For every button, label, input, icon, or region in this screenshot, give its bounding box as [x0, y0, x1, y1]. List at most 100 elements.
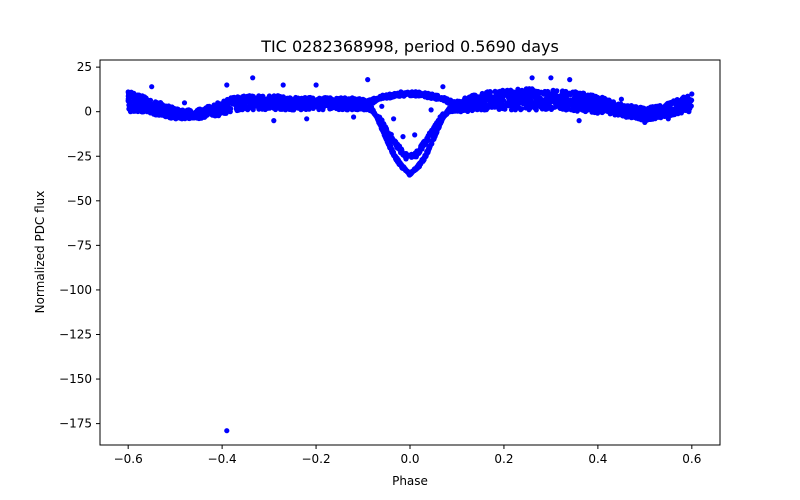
x-tick-label: −0.4	[208, 452, 237, 466]
data-point	[221, 98, 227, 104]
data-point	[387, 143, 393, 149]
data-point	[271, 93, 277, 99]
data-point	[429, 91, 436, 97]
data-point	[369, 108, 375, 114]
data-point	[576, 97, 582, 104]
data-point	[515, 105, 521, 111]
data-point	[479, 90, 485, 97]
y-tick-label: −125	[59, 327, 92, 341]
data-point	[352, 101, 359, 107]
data-point	[526, 86, 532, 92]
data-point	[533, 96, 539, 102]
data-point	[243, 99, 249, 105]
data-point	[167, 115, 173, 121]
y-tick-label: −75	[67, 238, 92, 252]
data-point	[384, 93, 390, 99]
data-point	[422, 90, 428, 96]
y-axis-ticks: 25 0 −25 −50 −75 −100 −125 −150 −175	[59, 60, 100, 431]
data-point	[425, 149, 431, 155]
outlier-point	[280, 82, 286, 88]
data-point	[275, 93, 281, 99]
outlier-point	[181, 100, 188, 106]
data-point	[251, 95, 257, 101]
outlier-point	[379, 103, 385, 109]
data-point	[474, 97, 480, 103]
data-point	[362, 100, 369, 107]
data-point	[637, 111, 644, 117]
data-point	[572, 96, 578, 102]
data-point	[235, 100, 241, 106]
data-point	[419, 157, 425, 163]
x-axis-label: Phase	[392, 474, 428, 488]
data-point	[577, 91, 583, 97]
data-point	[545, 93, 551, 99]
data-point	[610, 99, 617, 105]
outlier-point	[271, 118, 277, 124]
outlier-point	[642, 119, 648, 125]
chart-title: TIC 0282368998, period 0.5690 days	[260, 37, 559, 56]
data-point	[423, 153, 429, 159]
data-point	[178, 111, 184, 117]
data-point	[395, 142, 401, 149]
y-tick-label: −50	[67, 194, 92, 208]
data-point	[412, 92, 418, 98]
data-point	[457, 104, 463, 110]
y-tick-label: −25	[67, 149, 92, 163]
data-point	[145, 108, 151, 114]
data-point	[211, 109, 217, 115]
data-point	[140, 108, 146, 114]
data-point	[517, 91, 524, 97]
data-point	[682, 107, 689, 113]
outlier-point	[304, 116, 310, 122]
data-point	[228, 95, 234, 101]
data-point	[135, 92, 141, 98]
data-point	[131, 98, 137, 104]
data-point	[497, 99, 503, 105]
data-point	[260, 95, 266, 101]
data-point	[317, 99, 323, 105]
data-point	[674, 100, 680, 106]
data-point	[158, 100, 164, 106]
data-point	[215, 101, 222, 107]
data-point	[542, 105, 548, 111]
data-point	[337, 105, 343, 111]
data-point	[521, 99, 528, 106]
data-point	[347, 96, 353, 102]
data-point	[168, 109, 174, 115]
data-point	[483, 103, 489, 109]
data-point	[299, 105, 305, 111]
data-point	[417, 93, 423, 99]
x-tick-label: 0.0	[400, 452, 419, 466]
data-point	[667, 108, 673, 114]
data-point	[559, 103, 566, 109]
data-point	[229, 100, 235, 106]
data-point	[220, 107, 227, 113]
data-point	[682, 102, 688, 108]
data-point	[510, 102, 517, 108]
data-point	[568, 107, 575, 113]
data-point	[496, 94, 502, 100]
outlier-point	[149, 84, 155, 90]
outlier-point	[250, 75, 256, 81]
data-point	[301, 101, 307, 107]
data-point	[390, 149, 396, 156]
data-point	[358, 101, 364, 107]
y-axis-label: Normalized PDC flux	[33, 191, 47, 314]
outlier-point	[351, 114, 357, 120]
data-point	[395, 158, 401, 164]
data-point	[636, 106, 642, 113]
data-point	[487, 93, 493, 99]
data-point	[444, 96, 450, 102]
data-point	[678, 107, 684, 113]
data-point	[198, 110, 205, 116]
data-point	[326, 98, 332, 104]
data-point	[509, 90, 515, 97]
data-point	[156, 108, 162, 114]
data-point	[656, 112, 662, 118]
data-point	[664, 101, 670, 107]
data-point	[341, 105, 348, 111]
data-point	[556, 96, 562, 102]
data-point	[652, 116, 658, 122]
data-point	[256, 106, 262, 112]
data-point	[640, 105, 646, 111]
